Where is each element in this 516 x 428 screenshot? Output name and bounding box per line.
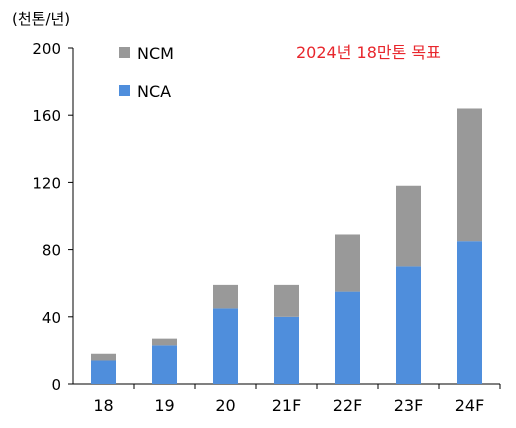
bar-nca-20 <box>213 308 238 384</box>
x-tick-label: 18 <box>93 396 113 415</box>
x-tick-label: 22F <box>333 396 363 415</box>
bar-ncm-19 <box>152 338 177 346</box>
x-tick-label: 21F <box>272 396 302 415</box>
target-annotation: 2024년 18만톤 목표 <box>296 43 441 62</box>
legend-swatch-ncm <box>119 47 130 58</box>
y-tick-label: 200 <box>32 40 61 58</box>
bar-nca-22f <box>335 291 360 384</box>
x-tick-label: 23F <box>394 396 424 415</box>
bar-ncm-24f <box>457 108 482 242</box>
y-tick-label: 160 <box>32 107 61 125</box>
bar-nca-19 <box>152 345 177 384</box>
bars <box>91 108 482 384</box>
y-tick-label: 80 <box>42 242 61 260</box>
bar-ncm-23f <box>396 185 421 267</box>
legend-label-ncm: NCM <box>137 44 174 63</box>
legend: NCM NCA <box>119 44 174 101</box>
x-tick-label: 20 <box>215 396 235 415</box>
x-tick-label: 24F <box>455 396 485 415</box>
bar-nca-21f <box>274 316 299 384</box>
unit-label: (천톤/년) <box>12 10 70 28</box>
bar-nca-24f <box>457 241 482 384</box>
bar-ncm-21f <box>274 284 299 317</box>
y-tick-label: 40 <box>42 309 61 327</box>
bar-nca-23f <box>396 266 421 384</box>
y-tick-label: 0 <box>51 376 61 394</box>
y-tick-label: 120 <box>32 174 61 192</box>
axes: 0 40 80 120 160 200 18 19 20 21F 22F 23F 24F <box>32 40 501 415</box>
bar-nca-18 <box>91 360 116 384</box>
legend-label-nca: NCA <box>137 82 171 101</box>
legend-swatch-nca <box>119 85 130 96</box>
bar-ncm-20 <box>213 284 238 309</box>
x-tick-label: 19 <box>154 396 174 415</box>
bar-ncm-18 <box>91 353 116 361</box>
bar-ncm-22f <box>335 234 360 292</box>
